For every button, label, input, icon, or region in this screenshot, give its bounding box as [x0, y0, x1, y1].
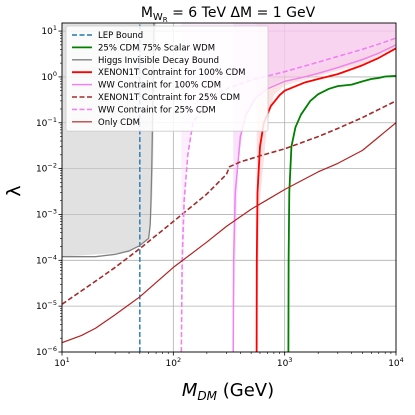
y-axis-title: λ	[3, 185, 25, 196]
chart-title: MWR = 6 TeV ΔM = 1 GeV	[141, 5, 316, 24]
series-line	[62, 100, 396, 305]
legend-label: WW Contraint for 100% CDM	[98, 81, 221, 91]
legend-label: Higgs Invisible Decay Bound	[98, 56, 219, 66]
x-tick-label: 102	[166, 356, 182, 369]
plot-frame	[61, 22, 397, 353]
y-tick-label: 10−2	[36, 162, 57, 175]
x-tick-label: 101	[54, 356, 70, 369]
legend-label: XENON1T Contraint for 100% CDM	[98, 68, 245, 78]
excluded-region	[256, 23, 396, 352]
y-tick-label: 10−3	[36, 207, 57, 220]
series-lines	[62, 23, 396, 352]
y-tick-label: 10−4	[36, 253, 57, 266]
legend-label: 25% CDM 75% Scalar WDM	[98, 43, 215, 53]
legend-box	[65, 25, 269, 132]
x-tick-label: 104	[388, 356, 404, 369]
series-line	[232, 44, 396, 352]
series-line	[180, 37, 396, 352]
ticks: 101 102 103 104 10−6 10−5 10−4 10−3 10−2 10−1 100 1…	[36, 24, 404, 369]
y-tick-label: 101	[41, 24, 57, 37]
legend: LEP Bound 25% CDM 75% Scalar WDM Higgs Inv…	[65, 25, 269, 132]
series-line	[255, 47, 396, 352]
legend-label: Only CDM	[98, 118, 140, 128]
legend-label: WW Contraint for 25% CDM	[98, 105, 216, 115]
series-line	[287, 75, 396, 352]
y-tick-label: 10−6	[36, 345, 57, 358]
legend-label: XENON1T Contraint for 25% CDM	[98, 93, 240, 103]
x-tick-label: 103	[277, 356, 293, 369]
y-tick-label: 10−1	[36, 116, 57, 129]
y-tick-label: 100	[41, 70, 57, 83]
x-axis-title: MDM (GeV)	[182, 380, 274, 403]
series-line	[62, 122, 396, 344]
legend-label: LEP Bound	[98, 31, 143, 41]
y-tick-label: 10−5	[36, 299, 57, 312]
